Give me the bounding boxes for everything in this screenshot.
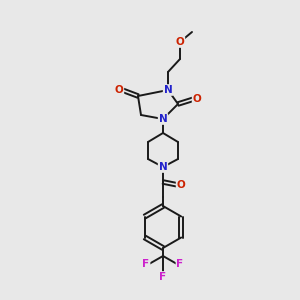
Text: F: F xyxy=(176,259,184,269)
Text: O: O xyxy=(115,85,123,95)
Text: F: F xyxy=(159,272,167,282)
Text: O: O xyxy=(177,180,185,190)
Text: N: N xyxy=(159,114,167,124)
Text: N: N xyxy=(164,85,172,95)
Text: F: F xyxy=(142,259,150,269)
Text: N: N xyxy=(159,162,167,172)
Text: O: O xyxy=(176,37,184,47)
Text: O: O xyxy=(193,94,201,104)
